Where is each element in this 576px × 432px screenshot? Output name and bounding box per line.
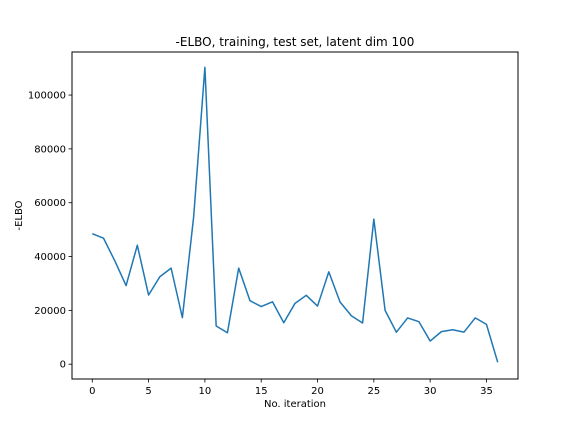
plot-area — [71, 51, 519, 380]
x-tick-label: 25 — [367, 386, 380, 397]
x-tick-label: 10 — [199, 386, 212, 397]
y-tick-label: 60000 — [34, 198, 66, 209]
x-axis-ticks: 0 5 10 15 20 25 30 35 — [89, 379, 493, 397]
y-axis-ticks: 0 20000 40000 60000 80000 100000 — [28, 91, 72, 371]
y-tick-label: 100000 — [28, 91, 66, 102]
y-tick-label: 80000 — [34, 144, 66, 155]
y-tick-label: 40000 — [34, 252, 66, 263]
y-axis-label: -ELBO — [14, 200, 25, 230]
x-tick-label: 35 — [480, 386, 493, 397]
x-tick-label: 0 — [89, 386, 95, 397]
x-axis-label: No. iteration — [264, 399, 326, 410]
axes-frame — [71, 51, 519, 380]
x-tick-label: 5 — [145, 386, 151, 397]
series-line — [91, 66, 499, 363]
x-tick-label: 30 — [424, 386, 437, 397]
x-tick-label: 20 — [311, 386, 324, 397]
chart-title: -ELBO, training, test set, latent dim 10… — [176, 35, 415, 49]
y-tick-label: 20000 — [34, 306, 66, 317]
x-tick-label: 15 — [255, 386, 268, 397]
y-tick-label: 0 — [60, 360, 66, 371]
